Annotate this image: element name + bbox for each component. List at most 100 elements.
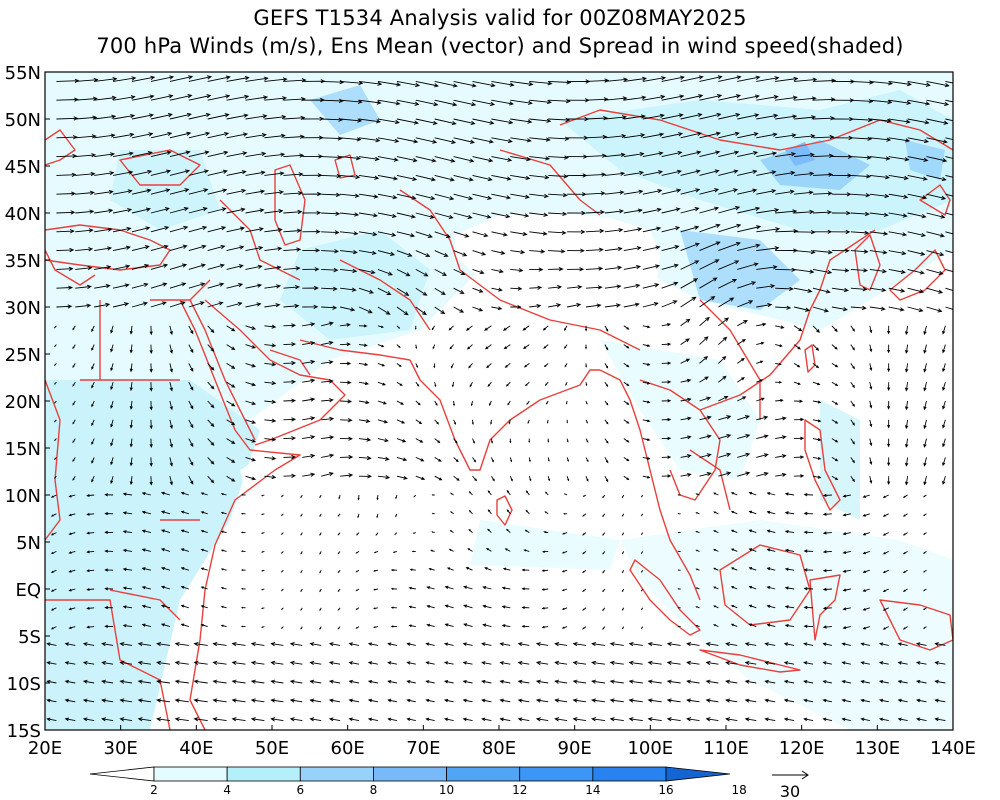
wind-arrow bbox=[188, 169, 210, 176]
wind-arrow bbox=[623, 363, 630, 368]
wind-arrow bbox=[245, 76, 269, 82]
wind-arrow bbox=[524, 529, 530, 533]
wind-arrow bbox=[775, 362, 782, 366]
wind-arrow bbox=[355, 551, 360, 554]
wind-arrow bbox=[169, 400, 173, 411]
wind-arrow bbox=[110, 400, 114, 409]
wind-arrow bbox=[321, 453, 335, 458]
wind-arrow bbox=[321, 321, 334, 327]
latitude-labels: 55N50N45N40N35N30N25N20N15N10N5NEQ5S10S1… bbox=[5, 63, 50, 742]
wind-arrow bbox=[200, 548, 208, 552]
wind-arrow bbox=[803, 568, 814, 572]
wind-arrow bbox=[602, 569, 606, 574]
wind-arrow bbox=[775, 398, 784, 402]
wind-arrow bbox=[453, 250, 468, 257]
wind-arrow bbox=[523, 549, 530, 552]
wind-arrow bbox=[585, 153, 607, 158]
wind-arrow bbox=[160, 529, 171, 534]
wind-arrow bbox=[377, 325, 384, 328]
wind-arrow bbox=[149, 363, 153, 373]
wind-arrow bbox=[309, 642, 322, 647]
wind-arrow bbox=[945, 268, 953, 273]
wind-arrow bbox=[744, 717, 757, 722]
wind-arrow bbox=[902, 626, 908, 630]
wind-arrow bbox=[453, 118, 476, 126]
wind-arrow bbox=[444, 604, 454, 609]
wind-arrow bbox=[794, 399, 804, 403]
wind-arrow bbox=[141, 510, 152, 515]
wind-arrow bbox=[487, 528, 492, 533]
lon-label-30E: 30E bbox=[104, 738, 138, 759]
wind-arrow bbox=[766, 585, 776, 590]
wind-arrow bbox=[934, 642, 946, 647]
wind-arrow bbox=[357, 513, 360, 519]
wind-arrow bbox=[945, 250, 953, 254]
wind-arrow bbox=[523, 344, 530, 350]
wind-arrow bbox=[358, 193, 379, 199]
wind-arrow bbox=[623, 208, 643, 214]
wind-arrow bbox=[541, 588, 549, 591]
wind-arrow bbox=[907, 137, 930, 144]
wind-arrow bbox=[525, 490, 530, 496]
wind-arrow bbox=[113, 95, 136, 101]
wind-arrow bbox=[122, 548, 133, 553]
wind-arrow bbox=[56, 304, 73, 309]
wind-arrow bbox=[737, 452, 751, 458]
wind-arrow bbox=[169, 419, 173, 430]
wind-arrow bbox=[207, 94, 231, 101]
wind-arrow bbox=[509, 476, 513, 482]
lat-label-15N: 15N bbox=[5, 439, 41, 460]
wind-arrow bbox=[794, 287, 813, 293]
wind-arrow bbox=[541, 550, 549, 553]
wind-arrow bbox=[472, 174, 493, 182]
wind-arrow bbox=[561, 569, 568, 573]
wind-arrow bbox=[156, 660, 170, 665]
wind-arrow bbox=[188, 381, 194, 391]
wind-arrow bbox=[131, 226, 151, 233]
wind-arrow bbox=[926, 99, 950, 107]
wind-arrow bbox=[472, 156, 494, 163]
wind-arrow bbox=[686, 679, 700, 684]
wind-arrow bbox=[396, 118, 419, 125]
wind-arrow bbox=[842, 494, 851, 498]
wind-arrow bbox=[319, 588, 322, 593]
wind-arrow bbox=[748, 567, 757, 571]
wind-arrow bbox=[72, 438, 76, 444]
wind-arrow bbox=[396, 344, 401, 348]
wind-arrow bbox=[56, 116, 79, 121]
wind-arrow bbox=[822, 625, 832, 629]
wind-arrow bbox=[582, 607, 587, 611]
wind-arrow bbox=[907, 174, 928, 181]
coastline-27 bbox=[399, 189, 641, 351]
wind-arrow bbox=[695, 587, 700, 590]
lon-label-120E: 120E bbox=[779, 738, 825, 759]
wind-arrow bbox=[812, 381, 821, 386]
wind-arrow bbox=[565, 400, 568, 405]
wind-arrow bbox=[453, 156, 475, 163]
wind-arrow bbox=[882, 494, 889, 498]
wind-arrow bbox=[661, 169, 682, 176]
wind-arrow bbox=[377, 174, 399, 181]
wind-arrow bbox=[226, 188, 247, 195]
wind-arrow bbox=[413, 494, 417, 498]
wind-arrow bbox=[321, 379, 334, 384]
wind-arrow bbox=[850, 211, 870, 217]
wind-arrow bbox=[529, 285, 543, 290]
coastline-0 bbox=[45, 129, 76, 166]
wind-arrow bbox=[510, 305, 522, 310]
wind-arrow bbox=[521, 587, 530, 591]
wind-arrow bbox=[328, 642, 341, 647]
wind-arrow bbox=[377, 193, 398, 200]
wind-arrow bbox=[377, 231, 397, 237]
wind-arrow bbox=[491, 137, 513, 144]
spread-area-4 bbox=[600, 340, 760, 480]
wind-arrow bbox=[430, 549, 435, 552]
wind-arrow bbox=[623, 325, 630, 330]
wind-arrow bbox=[623, 283, 641, 289]
wind-arrow bbox=[129, 382, 133, 392]
wind-arrow bbox=[396, 193, 417, 200]
wind-arrow bbox=[264, 362, 277, 367]
wind-arrow bbox=[535, 660, 549, 666]
wind-arrow bbox=[91, 363, 95, 370]
lat-label-15S: 15S bbox=[7, 721, 41, 742]
